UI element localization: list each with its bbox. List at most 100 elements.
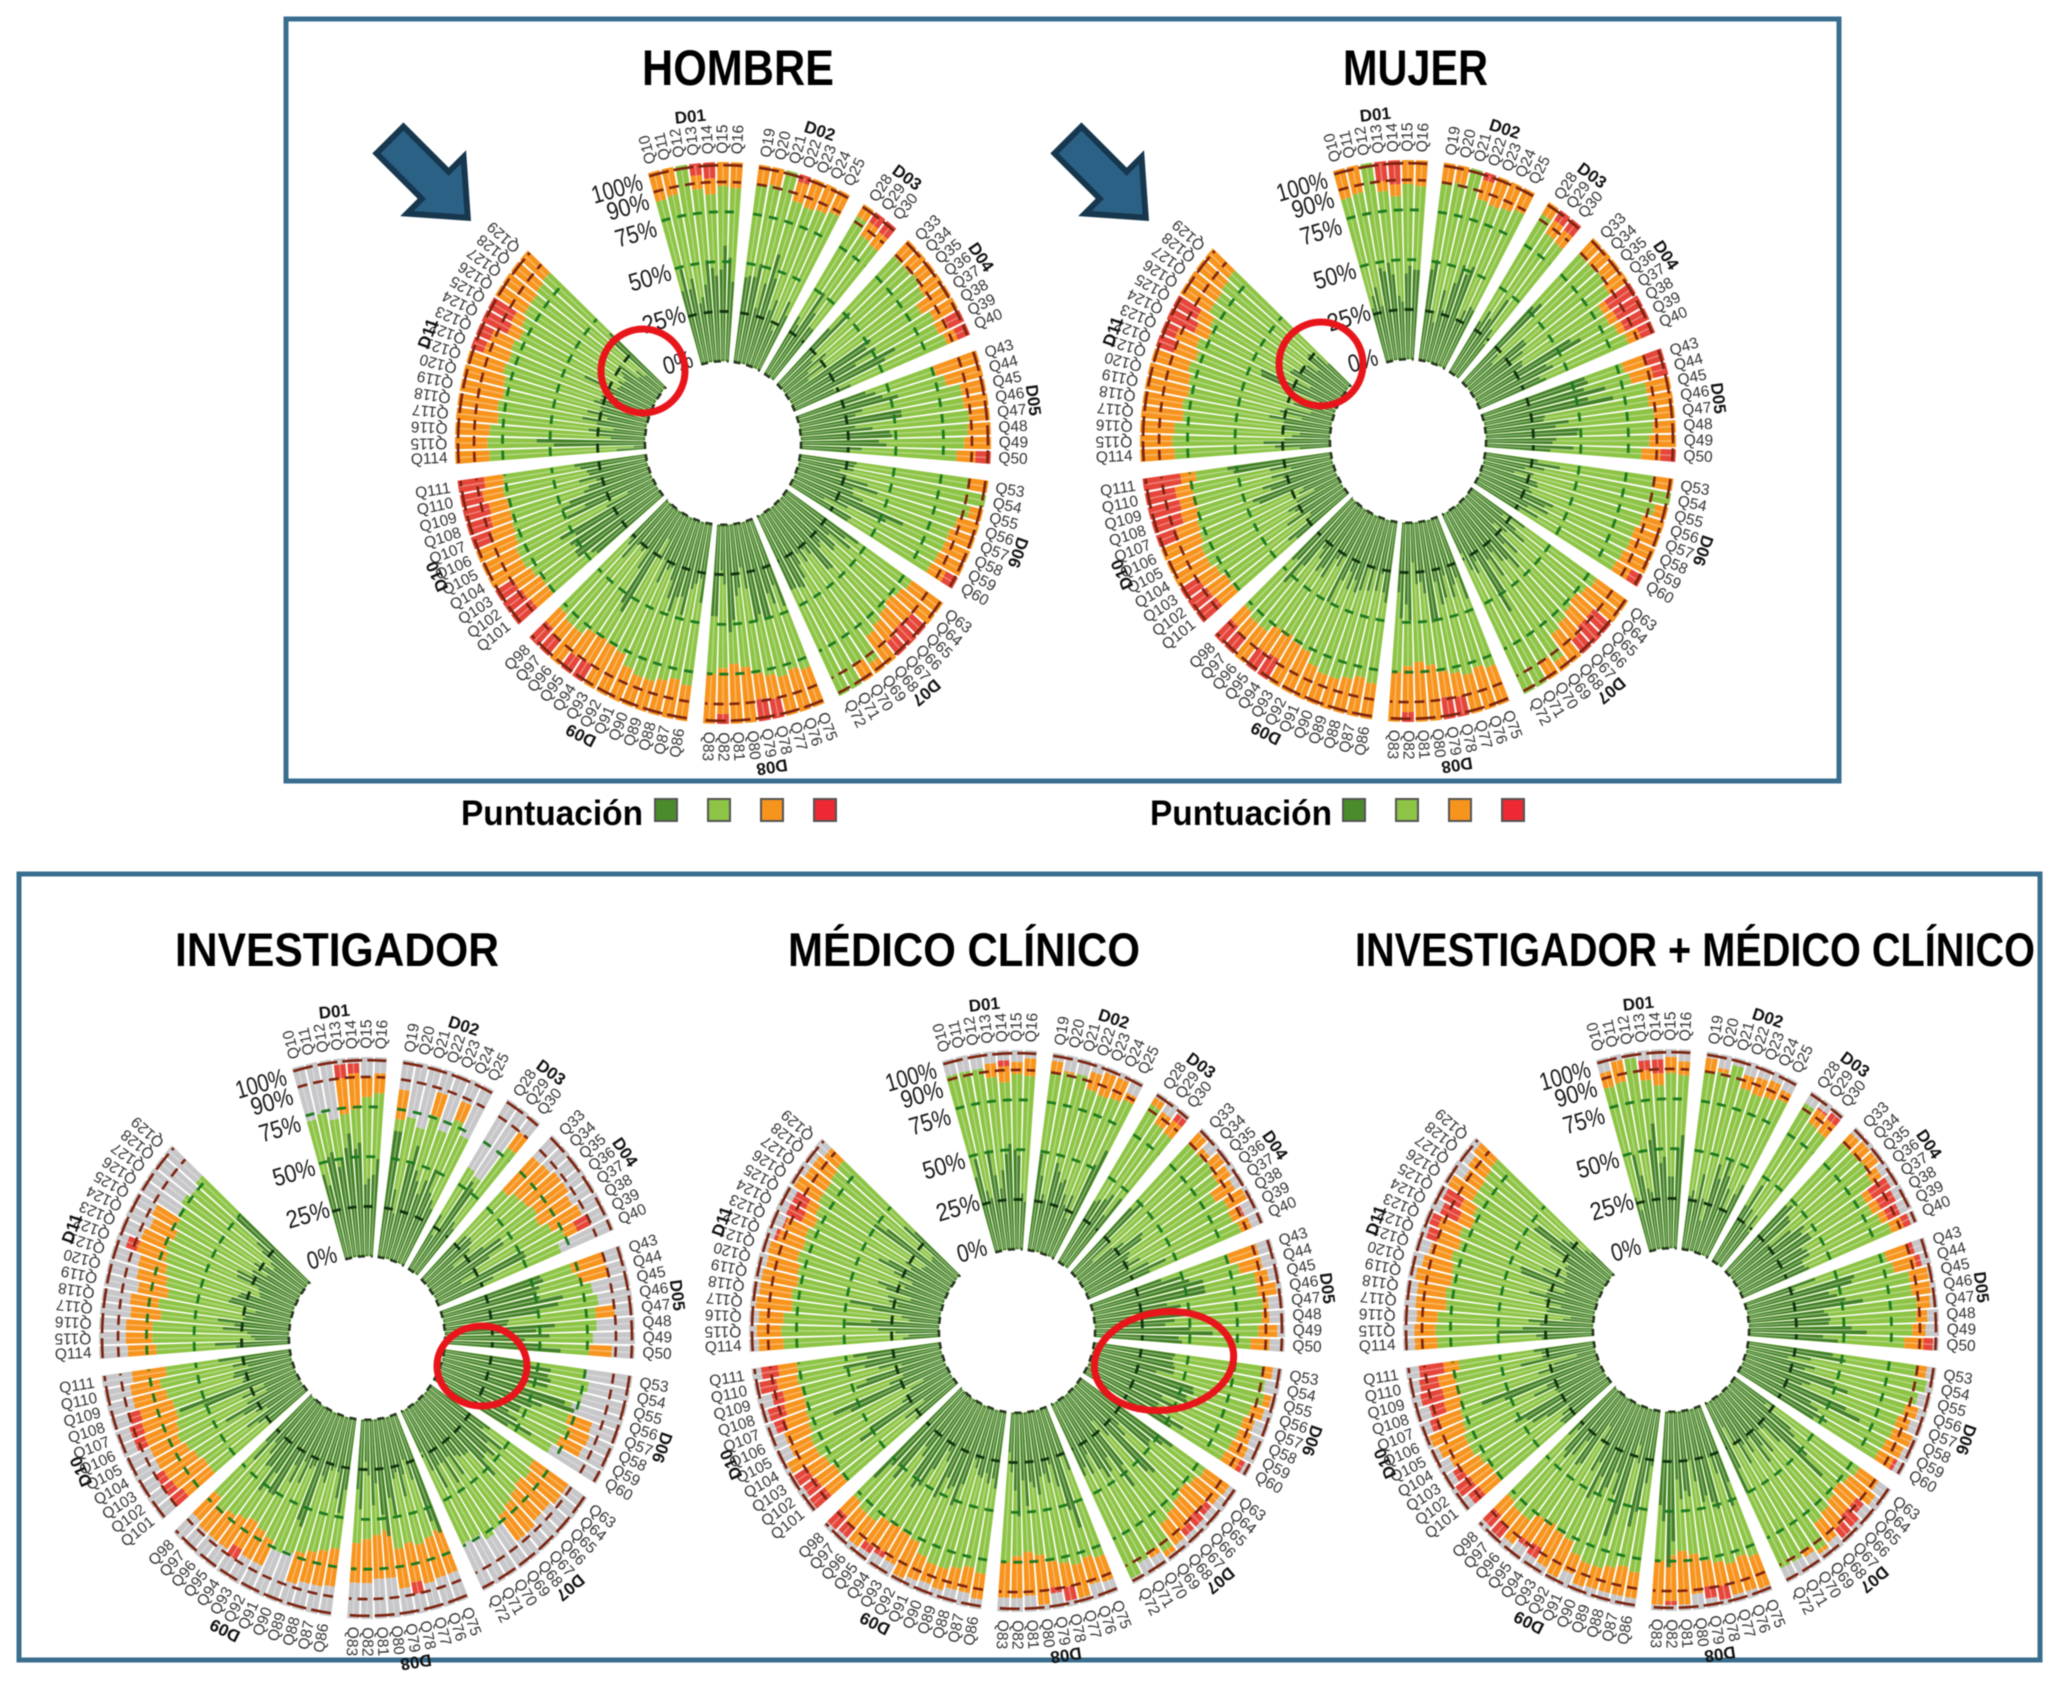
svg-text:D08: D08 [1049,1643,1083,1667]
svg-text:Q19: Q19 [1052,1015,1073,1047]
svg-text:Q48: Q48 [1946,1305,1976,1324]
svg-text:Q87: Q87 [651,724,674,756]
svg-text:Q20: Q20 [1720,1016,1743,1049]
svg-text:Q79: Q79 [1706,1614,1727,1646]
svg-text:Q117: Q117 [1096,399,1134,420]
svg-text:Q49: Q49 [1947,1322,1976,1339]
svg-text:Puntuación: Puntuación [461,794,643,833]
svg-text:Q83: Q83 [699,731,718,761]
svg-text:Q47: Q47 [996,401,1027,421]
svg-text:Q86: Q86 [667,727,688,759]
svg-text:Q11: Q11 [1337,129,1359,160]
svg-text:Q50: Q50 [1946,1337,1977,1356]
svg-text:Q11: Q11 [1600,1018,1622,1049]
svg-text:Q48: Q48 [998,418,1028,437]
svg-text:Q115: Q115 [1095,433,1132,450]
svg-text:Q45: Q45 [1285,1256,1317,1279]
svg-text:D05: D05 [1970,1270,1993,1303]
svg-text:Q11: Q11 [946,1019,968,1050]
svg-text:Q12: Q12 [1615,1014,1636,1046]
svg-text:Q49: Q49 [1684,433,1713,450]
svg-text:Q13: Q13 [683,125,703,156]
svg-text:D08: D08 [755,755,789,779]
svg-text:Q45: Q45 [635,1263,667,1286]
svg-text:Q86: Q86 [961,1615,982,1647]
svg-text:Q16: Q16 [1414,122,1433,152]
svg-text:Q82: Q82 [1009,1620,1026,1649]
svg-text:D01: D01 [674,106,707,128]
svg-text:Q19: Q19 [758,127,779,159]
svg-text:Q117: Q117 [705,1289,743,1310]
svg-text:Q13: Q13 [1631,1012,1651,1043]
svg-text:Q12: Q12 [667,127,688,159]
svg-text:D05: D05 [1316,1271,1339,1304]
svg-text:Q54: Q54 [1939,1382,1972,1405]
svg-text:Q115: Q115 [410,435,447,452]
svg-text:Q19: Q19 [402,1022,423,1054]
svg-text:Q117: Q117 [1359,1288,1397,1309]
svg-text:Q16: Q16 [373,1019,392,1049]
svg-text:Q78: Q78 [1066,1612,1089,1644]
svg-text:Q114: Q114 [1358,1337,1396,1356]
svg-text:Q115: Q115 [704,1323,741,1340]
svg-text:Q50: Q50 [642,1345,673,1364]
svg-text:D01: D01 [1359,104,1392,126]
svg-text:Q50: Q50 [1683,448,1714,467]
svg-text:Q116: Q116 [1358,1304,1396,1323]
svg-text:Q86: Q86 [1615,1614,1636,1646]
svg-text:Q53: Q53 [1942,1367,1974,1388]
svg-text:Q111: Q111 [708,1368,746,1390]
svg-text:Q20: Q20 [772,129,795,162]
svg-text:HOMBRE: HOMBRE [642,40,834,96]
svg-text:D01: D01 [1622,993,1655,1015]
svg-text:Q15: Q15 [359,1019,376,1048]
svg-text:Q19: Q19 [1443,125,1464,157]
svg-text:Q116: Q116 [54,1312,92,1331]
svg-text:Q78: Q78 [1457,722,1480,754]
svg-text:Q78: Q78 [1720,1611,1743,1643]
svg-text:D05: D05 [1022,383,1045,416]
svg-text:Q78: Q78 [772,724,795,756]
svg-text:Q111: Q111 [1362,1367,1400,1389]
svg-text:INVESTIGADOR + MÉDICO CLÍNICO: INVESTIGADOR + MÉDICO CLÍNICO [1355,923,2035,976]
svg-text:Q87: Q87 [295,1619,318,1651]
svg-text:Q12: Q12 [961,1015,982,1047]
svg-text:Puntuación: Puntuación [1150,794,1332,833]
svg-text:Q14: Q14 [1647,1011,1666,1042]
svg-text:Q16: Q16 [1023,1012,1042,1042]
svg-text:Q118: Q118 [413,384,452,407]
svg-text:Q114: Q114 [54,1345,92,1364]
svg-text:Q50: Q50 [1292,1338,1323,1357]
svg-text:Q14: Q14 [699,124,718,155]
svg-text:Q47: Q47 [1290,1289,1321,1309]
svg-text:Q114: Q114 [1095,448,1133,467]
svg-text:Q19: Q19 [1706,1014,1727,1046]
svg-text:Q83: Q83 [993,1619,1012,1649]
svg-text:Q11: Q11 [296,1026,318,1057]
svg-text:Q114: Q114 [410,450,448,469]
svg-text:Q20: Q20 [1457,127,1480,160]
svg-text:Q111: Q111 [58,1375,96,1397]
svg-text:Q80: Q80 [1691,1617,1711,1648]
svg-text:Q79: Q79 [402,1622,423,1654]
svg-text:D08: D08 [1440,753,1474,777]
svg-text:Q15: Q15 [1400,122,1417,151]
svg-text:Q53: Q53 [638,1375,670,1396]
svg-text:Q79: Q79 [1052,1615,1073,1647]
svg-text:Q111: Q111 [1099,478,1137,500]
svg-text:D08: D08 [399,1650,433,1674]
svg-text:Q15: Q15 [715,124,732,153]
svg-text:Q79: Q79 [1443,725,1464,757]
svg-text:Q117: Q117 [411,401,449,422]
svg-text:Q81: Q81 [1023,1619,1042,1649]
svg-text:Q14: Q14 [993,1012,1012,1043]
svg-text:Q13: Q13 [977,1013,997,1044]
svg-text:Q53: Q53 [994,480,1026,501]
svg-text:Q45: Q45 [991,368,1023,391]
svg-text:D01: D01 [968,994,1001,1016]
svg-text:Q80: Q80 [387,1625,407,1656]
svg-text:MUJER: MUJER [1343,40,1488,96]
svg-text:Q86: Q86 [1352,725,1373,757]
svg-text:Q114: Q114 [704,1338,742,1357]
svg-text:Q46: Q46 [1288,1273,1320,1294]
